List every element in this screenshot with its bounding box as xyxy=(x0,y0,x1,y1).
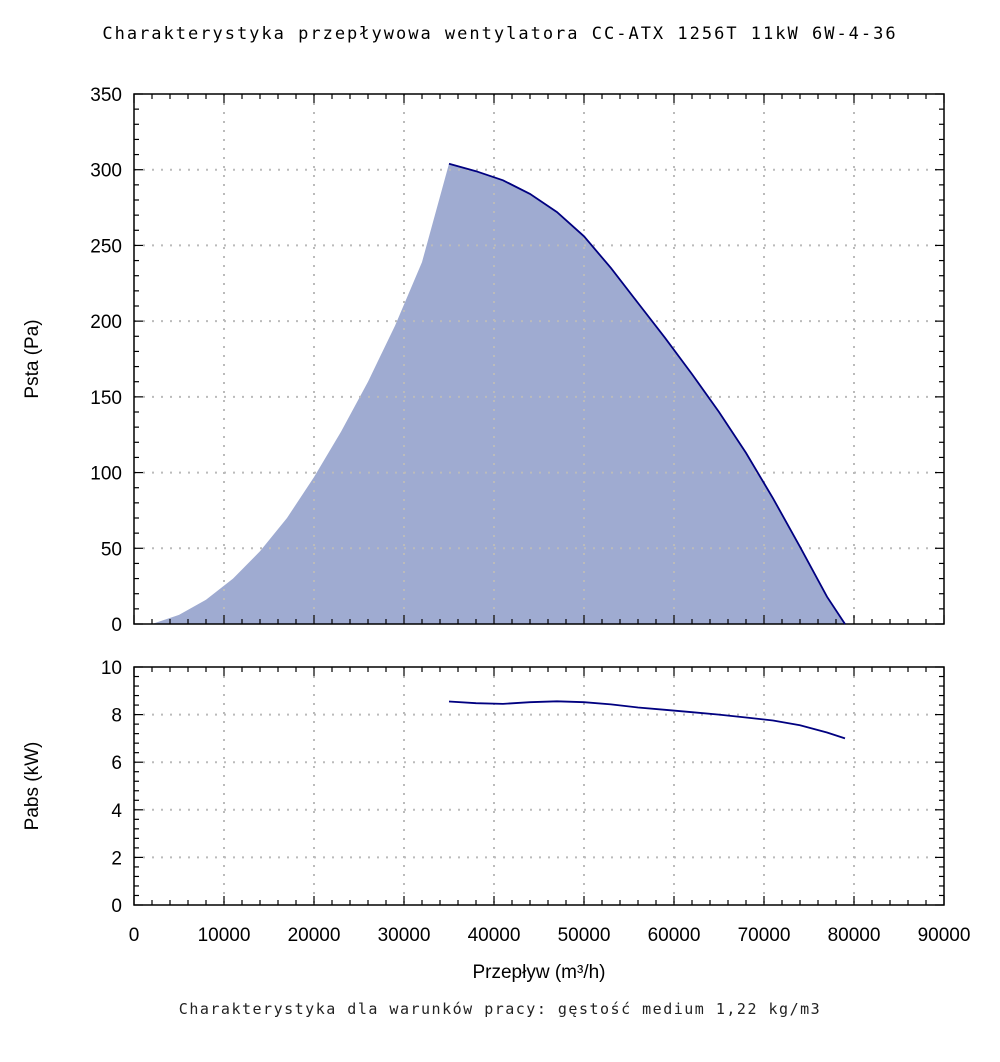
power-y-tick-label: 0 xyxy=(111,896,122,917)
x-tick-label: 30000 xyxy=(378,925,431,946)
pressure-y-tick-label: 150 xyxy=(90,388,122,409)
pressure-plot-frame xyxy=(133,93,945,625)
power-series-line xyxy=(448,700,846,740)
pressure-y-tick-label: 50 xyxy=(101,539,122,560)
pressure-series-line xyxy=(448,162,846,625)
pressure-y-tick-label: 350 xyxy=(90,85,122,106)
power-y-tick-label: 2 xyxy=(111,848,122,869)
x-axis-label: Przepływ (m³/h) xyxy=(472,962,605,983)
x-tick-label: 20000 xyxy=(288,925,341,946)
chart-title: Charakterystyka przepływowa wentylatora … xyxy=(102,24,898,44)
x-tick-label: 0 xyxy=(129,925,140,946)
x-tick-label: 60000 xyxy=(648,925,701,946)
x-tick-label: 10000 xyxy=(198,925,251,946)
pressure-y-tick-label: 200 xyxy=(90,312,122,333)
power-y-tick-label: 10 xyxy=(101,658,122,679)
pressure-y-axis-label: Psta (Pa) xyxy=(22,319,43,398)
pressure-y-tick-label: 100 xyxy=(90,464,122,485)
operating-conditions-note: Charakterystyka dla warunków pracy: gęst… xyxy=(178,1000,822,1018)
x-tick-label: 40000 xyxy=(468,925,521,946)
operating-area-fill xyxy=(152,163,845,624)
pressure-y-tick-label: 0 xyxy=(111,615,122,636)
power-y-tick-label: 6 xyxy=(111,753,122,774)
power-y-tick-label: 4 xyxy=(111,801,122,822)
pressure-y-tick-label: 250 xyxy=(90,236,122,257)
pressure-y-tick-label: 300 xyxy=(90,161,122,182)
power-y-tick-label: 8 xyxy=(111,706,122,727)
power-y-axis-label: Pabs (kW) xyxy=(22,742,43,831)
x-tick-label: 80000 xyxy=(828,925,881,946)
power-plot-frame xyxy=(133,666,945,906)
x-tick-label: 50000 xyxy=(558,925,611,946)
x-tick-label: 90000 xyxy=(918,925,971,946)
x-tick-label: 70000 xyxy=(738,925,791,946)
